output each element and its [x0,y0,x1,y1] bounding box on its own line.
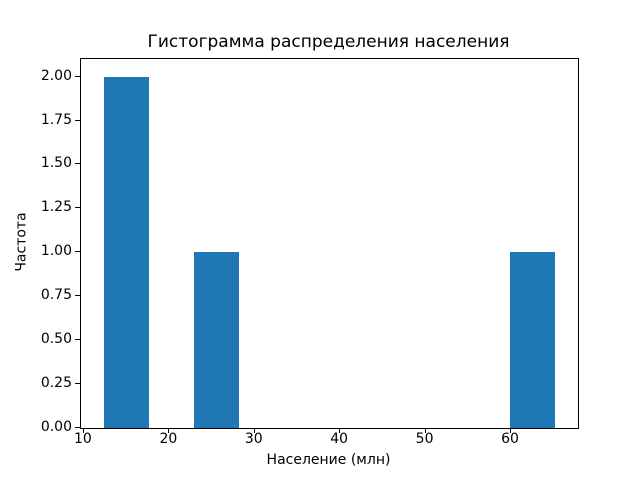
x-tick-label: 60 [501,431,519,447]
y-tick-label: 1.25 [40,199,72,216]
x-tick-mark [82,428,84,433]
plot-area [80,58,579,429]
x-tick-label: 20 [159,431,178,447]
x-tick-mark [339,428,341,433]
y-tick-mark [75,251,80,253]
histogram-bar [103,76,149,428]
y-tick-mark [75,383,80,385]
y-tick-label: 1.75 [40,111,72,128]
histogram-bar [194,252,240,428]
x-tick-mark [253,428,255,433]
y-tick-label: 1.00 [40,243,72,260]
y-tick-mark [75,339,80,341]
y-tick-label: 0.00 [40,419,72,435]
x-axis-label: Население (млн) [266,452,391,468]
histogram-bar [510,252,556,428]
x-tick-mark [168,428,170,433]
y-tick-label: 1.50 [40,155,72,172]
x-tick-label: 50 [415,431,434,447]
y-tick-mark [75,75,80,77]
y-tick-mark [75,119,80,121]
y-tick-label: 2.00 [40,67,72,84]
x-tick-mark [424,428,426,433]
x-tick-label: 40 [330,431,349,447]
chart-title: Гистограмма распределения населения [147,32,510,52]
y-tick-label: 0.25 [40,375,72,392]
y-tick-label: 0.50 [40,331,72,348]
x-tick-label: 30 [244,431,263,447]
y-axis-label: Частота [13,212,30,272]
x-tick-label: 10 [73,431,92,447]
y-tick-mark [75,207,80,209]
y-tick-label: 0.75 [40,287,72,304]
y-tick-mark [75,295,80,297]
x-tick-mark [510,428,511,433]
y-tick-mark [75,163,80,165]
y-tick-mark [75,427,80,428]
